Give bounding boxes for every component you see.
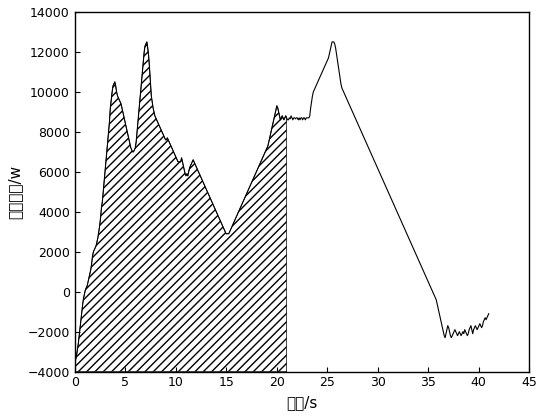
X-axis label: 时间/s: 时间/s [286, 395, 318, 410]
Y-axis label: 电机功率/w: 电机功率/w [7, 165, 22, 219]
